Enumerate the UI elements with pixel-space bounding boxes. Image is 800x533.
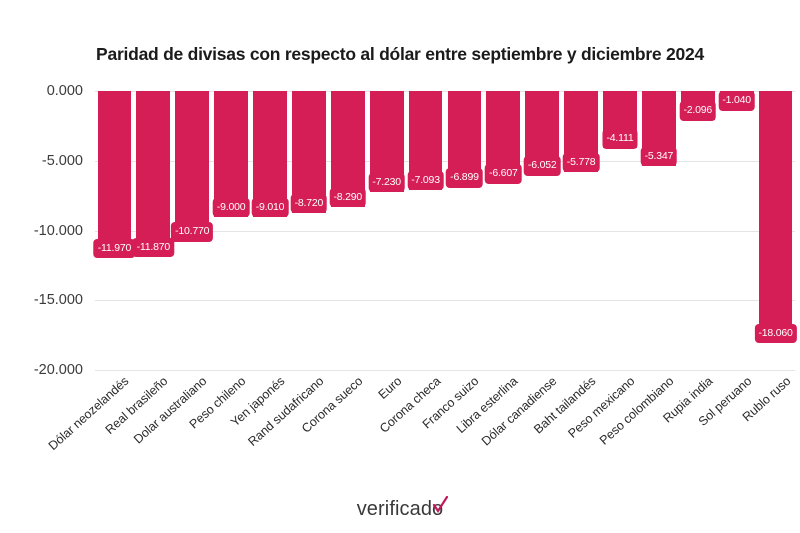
bar-value-label: -18.060 — [754, 323, 797, 344]
bar[interactable] — [97, 91, 132, 258]
y-axis-tick-label: -15.000 — [33, 292, 83, 309]
gridline — [95, 91, 795, 92]
bar[interactable] — [214, 91, 249, 217]
y-axis-tick-label: -5.000 — [41, 152, 83, 169]
bar-slot[interactable]: -2.096 — [679, 91, 717, 370]
gridline — [95, 160, 795, 162]
bar-value-label: -8.290 — [329, 187, 367, 208]
bar-slot[interactable]: -8.290 — [329, 91, 367, 370]
bar-slot[interactable]: -4.111 — [602, 91, 638, 370]
bar-value-label: -6.899 — [446, 168, 483, 188]
gridline — [95, 300, 795, 302]
bar-value-label: -4.111 — [602, 129, 638, 149]
bar-value-label: -8.720 — [290, 193, 328, 214]
x-axis-line — [95, 370, 795, 371]
bar-slot[interactable]: -9.010 — [251, 91, 289, 370]
y-axis-tick-label: 0.000 — [46, 83, 83, 99]
bar-value-label: -11.870 — [132, 237, 175, 258]
bar-value-label: -7.093 — [407, 170, 444, 191]
bar-slot[interactable]: -7.230 — [368, 91, 405, 370]
bar-slot[interactable]: -1.040 — [718, 91, 755, 370]
bar-value-label: -1.040 — [718, 91, 755, 111]
bar-value-label: -6.052 — [523, 156, 561, 176]
bar-slot[interactable]: -5.778 — [562, 91, 600, 370]
bar-value-label: -2.096 — [679, 101, 717, 121]
y-axis-tick-label: -20.000 — [33, 362, 83, 378]
plot-area: 0.000 -5.000 -10.000 -15.000 -20.000 -11.970… — [34, 83, 797, 378]
bar-value-label: -6.607 — [485, 164, 522, 184]
bar-slot[interactable]: -10.770 — [171, 91, 214, 370]
bar-value-label: -5.347 — [640, 146, 678, 167]
y-axis-tick-label: -10.000 — [33, 222, 83, 239]
bar-slot[interactable]: -9.000 — [212, 91, 250, 370]
x-axis-category-label: Euro — [375, 374, 405, 402]
bar-value-label: -9.010 — [251, 197, 289, 218]
logo-text: verificado — [356, 498, 444, 520]
bar-value-label: -9.000 — [212, 197, 250, 218]
bar[interactable] — [758, 91, 793, 343]
bar-value-label: -5.778 — [562, 152, 600, 173]
bar-slot[interactable]: -7.093 — [407, 91, 444, 370]
check-icon — [433, 496, 449, 514]
bar-slot[interactable]: -6.052 — [523, 91, 561, 370]
bar-slot[interactable]: -6.607 — [485, 91, 522, 370]
footer-logo: verificado — [0, 496, 800, 528]
chart-title: Paridad de divisas con respecto al dólar… — [96, 44, 704, 64]
bar[interactable] — [291, 91, 326, 213]
bar-slot[interactable]: -5.347 — [640, 91, 678, 370]
bar-slot[interactable]: -6.899 — [446, 91, 483, 370]
bar-value-label: -11.970 — [93, 238, 136, 259]
bar-slot[interactable]: -18.060 — [754, 91, 797, 370]
bar[interactable] — [253, 91, 287, 217]
logo-wordmark: verificado — [356, 496, 449, 521]
bar-slot[interactable]: -11.870 — [132, 91, 175, 370]
bar[interactable] — [136, 91, 171, 257]
bar-value-label: -7.230 — [368, 172, 405, 193]
bar-value-label: -10.770 — [171, 222, 214, 242]
bar-slot[interactable]: -11.970 — [93, 91, 136, 370]
x-axis-category-labels: Dólar neozelandés Real brasileño Dolar aus… — [46, 374, 795, 489]
bar-slot[interactable]: -8.720 — [290, 91, 328, 370]
gridline — [95, 230, 795, 232]
bar[interactable] — [175, 91, 210, 242]
bar[interactable] — [330, 91, 365, 207]
